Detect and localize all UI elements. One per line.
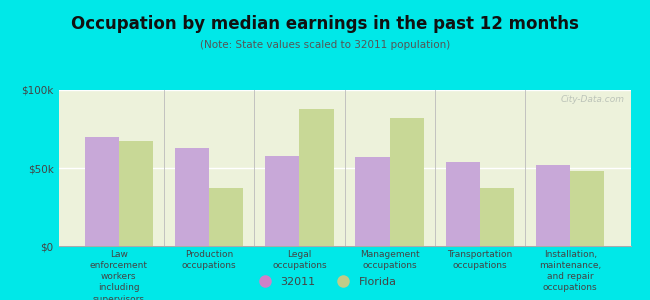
Bar	[175, 148, 209, 246]
Legend: 32011, Florida: 32011, Florida	[249, 273, 401, 291]
Bar	[265, 155, 300, 246]
Text: City-Data.com: City-Data.com	[561, 95, 625, 104]
Bar	[356, 157, 389, 246]
Bar	[119, 142, 153, 246]
Bar	[300, 109, 333, 246]
Bar	[389, 118, 424, 246]
Bar	[536, 165, 570, 246]
Text: (Note: State values scaled to 32011 population): (Note: State values scaled to 32011 popu…	[200, 40, 450, 50]
Bar	[446, 162, 480, 246]
Bar	[480, 188, 514, 246]
Text: Occupation by median earnings in the past 12 months: Occupation by median earnings in the pas…	[71, 15, 579, 33]
Bar	[84, 137, 119, 246]
Bar	[209, 188, 243, 246]
Bar	[570, 171, 604, 246]
